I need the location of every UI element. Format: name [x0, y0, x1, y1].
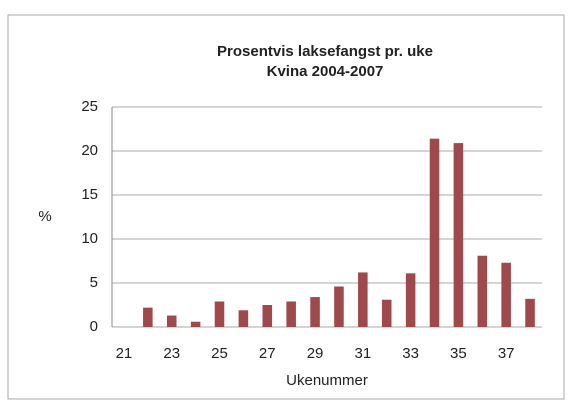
- y-tick-label: 20: [81, 142, 98, 159]
- bar: [214, 301, 225, 327]
- x-tick-label: 37: [498, 345, 515, 362]
- x-tick-label: 27: [259, 345, 276, 362]
- x-tick-label: 31: [354, 345, 371, 362]
- x-axis-label: Ukenummer: [286, 372, 368, 389]
- y-axis-label: %: [38, 208, 51, 225]
- x-tick-label: 23: [163, 345, 180, 362]
- y-tick-label: 25: [81, 98, 98, 115]
- y-tick-label: 15: [81, 186, 98, 203]
- chart-title: Prosentvis laksefangst pr. uke: [217, 43, 433, 60]
- bar: [501, 262, 511, 327]
- x-tick-label: 33: [402, 345, 419, 362]
- bar: [405, 273, 416, 327]
- bar: [453, 143, 464, 327]
- x-tick-label: 21: [116, 345, 133, 362]
- bar: [429, 138, 440, 327]
- y-tick-label: 10: [81, 230, 98, 247]
- chart-subtitle: Kvina 2004-2007: [267, 63, 384, 80]
- bar: [477, 255, 488, 327]
- bar: [334, 286, 344, 327]
- bar: [286, 301, 296, 327]
- bar: [238, 310, 249, 327]
- y-tick-label: 5: [90, 274, 98, 291]
- chart-frame: [7, 14, 565, 400]
- bar: [358, 272, 368, 327]
- bar: [381, 299, 392, 327]
- bar: [525, 298, 535, 327]
- bar: [190, 321, 201, 327]
- x-tick-label: 29: [307, 345, 324, 362]
- bar: [166, 315, 177, 327]
- x-tick-label: 25: [211, 345, 228, 362]
- bar: [143, 307, 153, 327]
- x-tick-label: 35: [450, 345, 467, 362]
- bar: [310, 297, 320, 327]
- y-tick-label: 0: [90, 318, 98, 335]
- bar: [262, 305, 273, 327]
